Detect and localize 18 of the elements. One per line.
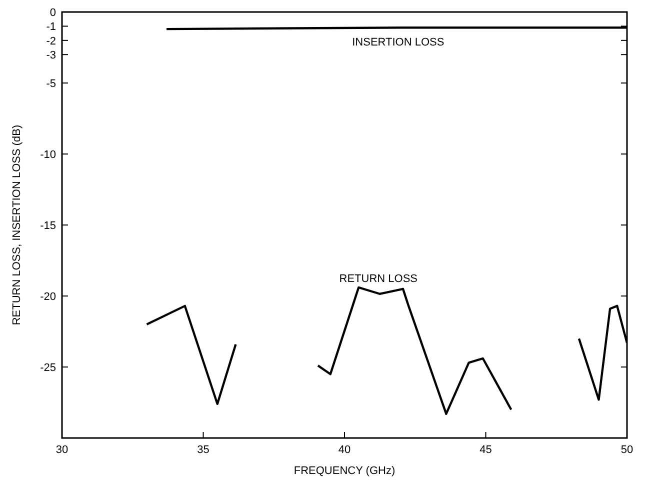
y-tick-label: -3 xyxy=(46,49,56,62)
x-tick-label: 40 xyxy=(338,444,351,456)
y-tick-label: -10 xyxy=(40,148,56,161)
x-tick-label: 45 xyxy=(480,444,492,456)
annotation: INSERTION LOSS xyxy=(352,36,444,49)
x-axis-title: FREQUENCY (GHz) xyxy=(294,465,396,477)
y-axis-title: RETURN LOSS, INSERTION LOSS (dB) xyxy=(11,124,23,326)
y-tick-label: 0 xyxy=(50,6,56,19)
annotation: RETURN LOSS xyxy=(339,272,418,285)
y-tick-label: -5 xyxy=(46,78,56,90)
x-tick-label: 50 xyxy=(620,444,634,456)
y-tick-label: -15 xyxy=(40,220,56,232)
y-tick-label: -2 xyxy=(46,35,56,48)
x-tick-label: 30 xyxy=(56,444,68,456)
x-tick-label: 35 xyxy=(197,444,210,456)
y-tick-label: -25 xyxy=(40,362,56,374)
y-tick-label: -20 xyxy=(40,290,56,303)
y-tick-label: -1 xyxy=(46,21,56,34)
